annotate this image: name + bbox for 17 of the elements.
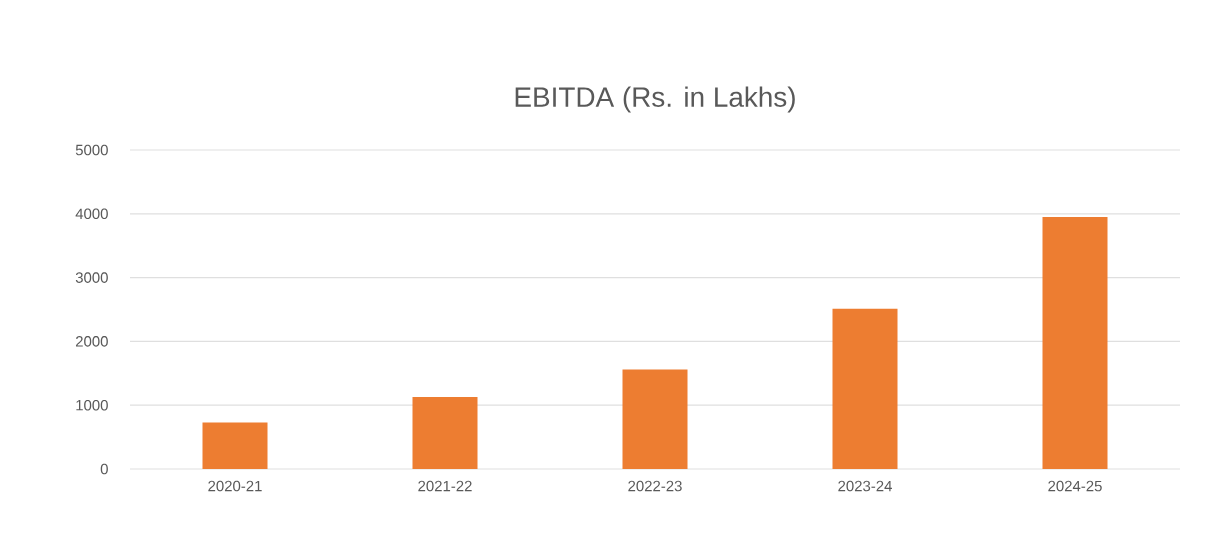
bar [412,396,478,469]
bar [202,422,268,469]
y-tick-label: 5000 [75,144,108,156]
x-tick-label: 2024-25 [1048,480,1102,492]
bar [832,308,898,469]
x-tick-label: 2021-22 [418,480,472,492]
chart-title: EBITDA (Rs. in Lakhs) [515,86,795,113]
bar [622,369,688,469]
y-tick-label: 2000 [75,336,108,347]
x-tick-label: 2022-23 [628,480,682,492]
y-tick-label: 0 [100,463,108,475]
y-tick-label: 4000 [75,208,108,220]
x-tick-label: 2023-24 [838,480,892,492]
bar [1042,216,1108,469]
x-tick-label: 2020-21 [208,480,262,492]
y-tick-label: 1000 [76,399,108,411]
y-tick-label: 3000 [75,272,108,283]
